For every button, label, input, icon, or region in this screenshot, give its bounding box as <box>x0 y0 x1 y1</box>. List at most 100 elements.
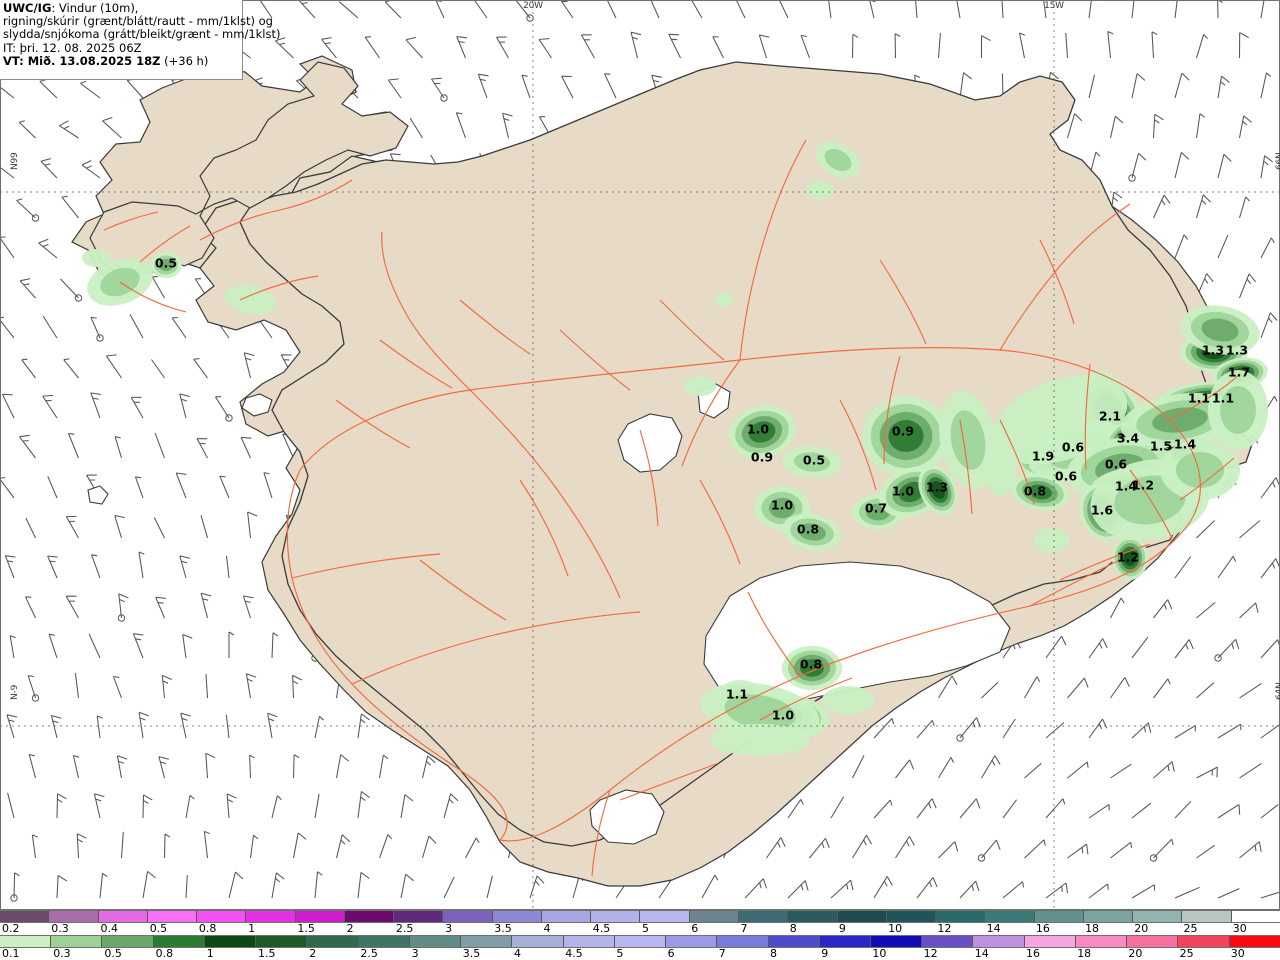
colorbar-tick-label: 1 <box>206 947 214 960</box>
header-line-1-rest: : Vindur (10m), <box>51 1 139 15</box>
colorbar-tick-label: 0.1 <box>2 947 20 960</box>
wind-barb <box>42 315 58 339</box>
wind-barb <box>226 793 237 819</box>
wind-barb <box>800 34 810 59</box>
wind-barb <box>1153 599 1173 619</box>
wind-barb <box>916 798 937 819</box>
wind-barb <box>1107 31 1114 59</box>
wind-barb <box>214 396 230 419</box>
road-river-line <box>659 299 725 361</box>
precip-value-label: 1.3 <box>925 479 949 495</box>
wind-barb <box>1131 0 1135 19</box>
wind-barb <box>80 80 101 99</box>
wind-barb <box>1153 678 1171 699</box>
colorbar-top-bar[interactable] <box>0 910 1280 923</box>
wind-barb <box>205 752 216 779</box>
colorbar-cell <box>985 911 1035 922</box>
wind-barb <box>185 875 188 899</box>
wind-barb <box>895 759 915 779</box>
colorbar-cell <box>197 911 247 922</box>
wind-barb <box>1238 196 1251 219</box>
precip-value-label: 1.1 <box>1187 390 1211 406</box>
wind-barb <box>245 673 257 699</box>
colorbar-cell <box>837 911 887 922</box>
wind-barb <box>1018 32 1026 59</box>
wind-barb <box>766 837 786 859</box>
wind-barb <box>852 835 872 859</box>
wind-barb <box>163 833 171 859</box>
precip-value-label: 0.8 <box>1023 483 1047 499</box>
wind-barb <box>830 796 845 819</box>
wind-barb <box>778 0 789 19</box>
colorbar-cell <box>1034 911 1084 922</box>
wind-barb <box>219 475 230 499</box>
colorbar-cell <box>153 936 205 947</box>
header-line-1: UWC/IG: Vindur (10m), <box>3 1 239 15</box>
wind-barb <box>431 77 445 99</box>
colorbar-tick-label: 25 <box>1179 947 1194 960</box>
wind-barb <box>158 756 170 779</box>
wind-barb <box>271 632 279 659</box>
wind-barb <box>105 354 122 379</box>
wind-barb <box>712 36 724 59</box>
map-canvas[interactable]: 20W 15W N99 N-9 66N 64N 0.5 1.0 0.9 0.5 0.9 1… <box>0 0 1280 910</box>
colorbar-tick-label: 9 <box>821 947 829 960</box>
wind-barb <box>1153 194 1171 219</box>
colorbar-tick-label: 14 <box>986 922 1001 935</box>
colorbar-tick-label: 16 <box>1026 947 1040 960</box>
wind-barb <box>118 593 129 619</box>
wind-barb <box>155 596 167 619</box>
wind-barb <box>59 120 79 139</box>
colorbar-tick-label: 6 <box>667 947 675 960</box>
calm-wind-symbol <box>440 94 448 102</box>
wind-barb <box>1196 844 1216 859</box>
road-river-line <box>119 281 187 313</box>
colorbar-cell <box>344 911 395 922</box>
map-svg <box>0 0 1280 910</box>
colorbar-tick-label: 30 <box>1232 922 1247 935</box>
colorbar-tick-label: 4 <box>514 947 521 960</box>
wind-barb <box>378 754 389 779</box>
colorbar-tick-label: 0.2 <box>2 922 20 935</box>
colorbar-bottom-bar[interactable] <box>0 935 1280 948</box>
wind-barb <box>916 719 935 739</box>
wind-barb <box>180 712 191 739</box>
wind-barb <box>151 276 165 299</box>
calm-wind-symbol <box>1214 654 1222 662</box>
colorbar-cell <box>461 936 513 947</box>
wind-barb <box>314 715 325 739</box>
wind-barb <box>243 352 255 379</box>
colorbar-cell <box>788 911 838 922</box>
road-river-line <box>591 789 611 877</box>
wind-barb <box>267 712 278 739</box>
wind-barb <box>357 791 371 819</box>
precipitation-field <box>82 141 1268 756</box>
wind-barb <box>1260 803 1279 819</box>
wind-barb <box>1131 802 1152 819</box>
wind-barb <box>981 839 1001 859</box>
calm-wind-symbol <box>31 214 40 222</box>
wind-barb <box>90 316 101 339</box>
colorbar-tick-label: 12 <box>937 922 952 935</box>
colorbar-tick-label: 2 <box>346 922 354 935</box>
wind-barb <box>496 36 509 59</box>
colorbar-cell <box>640 911 690 922</box>
road-river-line <box>739 139 807 361</box>
wind-barb <box>1239 762 1262 779</box>
wind-barb <box>1239 682 1262 699</box>
colorbar-tick-label: 8 <box>789 922 797 935</box>
wind-barb <box>48 633 58 659</box>
colorbar-cell <box>973 936 1025 947</box>
wind-barb <box>895 836 915 859</box>
wind-barb <box>1065 32 1069 59</box>
wind-barb <box>138 711 149 739</box>
colorbar-cell <box>936 911 986 922</box>
colorbar-cell <box>1133 911 1183 922</box>
calm-wind-symbol <box>225 414 233 422</box>
wind-barb <box>72 755 80 779</box>
road-river-line <box>999 203 1131 351</box>
wind-barb <box>455 112 466 139</box>
wind-barb <box>1024 676 1041 699</box>
precip-contour-blob <box>1123 550 1137 566</box>
